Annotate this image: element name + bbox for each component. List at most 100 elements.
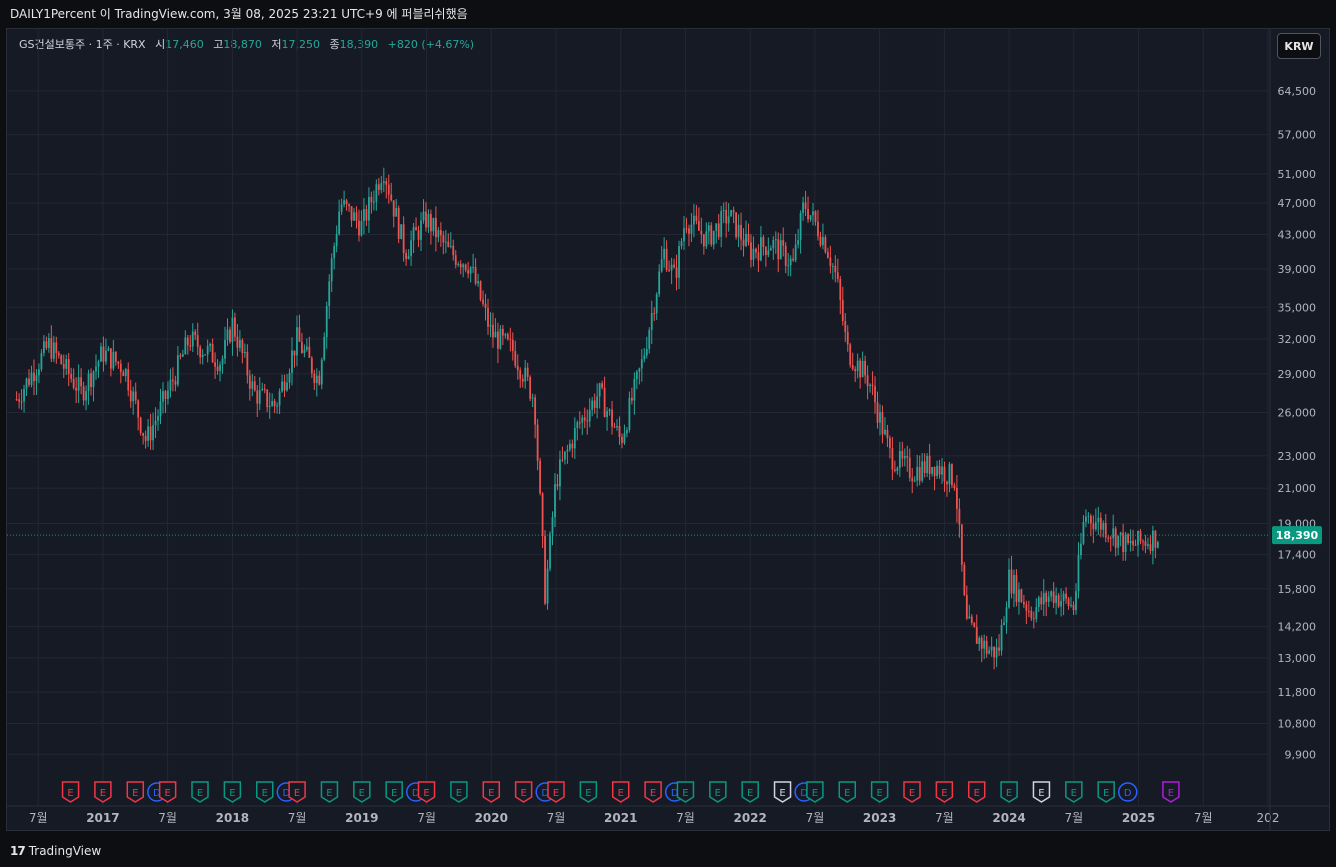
candle-body <box>851 364 854 370</box>
candle-body <box>129 390 132 402</box>
candle-body <box>817 221 819 237</box>
candle-body <box>606 411 608 418</box>
earnings-marker-icon: E <box>611 781 630 803</box>
candle-body <box>142 433 145 436</box>
candle-body <box>965 595 968 619</box>
candle-body <box>1075 591 1077 611</box>
candle-body <box>256 390 259 404</box>
y-tick-label: 14,200 <box>1278 621 1317 634</box>
candle-body <box>430 213 432 232</box>
candle-body <box>330 258 333 282</box>
candle-body <box>1035 607 1038 619</box>
candle-body <box>325 306 328 338</box>
y-tick-label: 57,000 <box>1278 129 1317 142</box>
candle-body <box>596 396 599 408</box>
candle-body <box>792 258 795 261</box>
candle-body <box>559 459 561 487</box>
candle-body <box>25 378 28 389</box>
candle-body <box>760 237 762 261</box>
candle-body <box>1149 544 1152 551</box>
candle-body <box>998 647 1000 651</box>
candle-body <box>52 342 55 359</box>
candle-body <box>1062 593 1065 601</box>
candle-body <box>124 369 127 377</box>
marker-shape <box>450 781 468 803</box>
candle-body <box>529 376 532 399</box>
candle-body <box>598 383 601 397</box>
x-tick-label: 7월 <box>417 811 436 825</box>
candle-body <box>804 202 807 209</box>
x-tick-label: 202 <box>1257 811 1280 825</box>
candle-body <box>797 240 800 245</box>
candle-body <box>489 324 492 327</box>
candle-body <box>772 239 775 249</box>
candle-body <box>358 220 360 236</box>
marker-letter: E <box>650 788 656 799</box>
candle-body <box>1085 516 1087 523</box>
candle-body <box>310 357 313 374</box>
candle-body <box>881 411 884 435</box>
candle-body <box>221 358 224 365</box>
candle-body <box>298 327 301 342</box>
marker-letter: E <box>197 788 203 799</box>
candle-body <box>1067 598 1070 606</box>
earnings-marker-icon: E <box>288 781 306 803</box>
candle-body <box>951 464 953 486</box>
earnings-marker-icon: E <box>417 781 436 803</box>
candle-body <box>722 209 725 212</box>
symbol-name: GS건설보통주 · 1주 · KRX <box>19 38 146 51</box>
candle-body <box>65 359 68 369</box>
candle-body <box>695 215 698 222</box>
candlestick-chart[interactable]: 64,500 57,000 51,000 47,000 43,000 39,000 35,0… <box>0 0 1336 838</box>
candle-body <box>427 213 430 228</box>
candle-body <box>928 455 931 474</box>
earnings-marker-icon: E <box>806 781 824 803</box>
marker-letter: E <box>974 788 980 799</box>
marker-shape <box>773 781 792 803</box>
chart-frame[interactable]: GS건설보통주 · 1주 · KRX 시17,460 고18,870 저17,2… <box>6 28 1330 831</box>
candle-body <box>1142 541 1144 543</box>
candle-body <box>1087 515 1090 517</box>
x-tick-label: 7월 <box>288 811 307 825</box>
candle-body <box>415 227 417 231</box>
marker-shape <box>482 781 501 803</box>
candle-body <box>70 374 73 379</box>
marker-shape <box>158 781 177 803</box>
candle-body <box>365 209 368 221</box>
currency-button[interactable]: KRW <box>1277 33 1321 59</box>
candle-body <box>60 355 63 365</box>
candle-body <box>454 255 457 265</box>
candle-body <box>1127 534 1129 544</box>
candle-body <box>1107 537 1110 539</box>
candle-body <box>1109 537 1112 539</box>
candle-body <box>72 378 75 388</box>
candle-body <box>536 424 539 461</box>
candle-body <box>402 224 405 253</box>
candle-body <box>410 240 412 256</box>
earnings-marker-icon: E <box>385 781 403 803</box>
candle-body <box>231 317 234 342</box>
candle-body <box>112 351 115 369</box>
candle-body <box>1122 532 1125 553</box>
candle-body <box>1097 517 1100 523</box>
earnings-marker-icon: E <box>547 781 565 803</box>
candle-body <box>363 209 365 221</box>
candle-body <box>742 239 745 246</box>
candle-body <box>526 367 529 377</box>
candle-body <box>1042 592 1045 605</box>
candle-body <box>18 399 20 402</box>
candle-body <box>747 233 750 243</box>
candle-body <box>1156 542 1159 548</box>
candle-body <box>849 344 852 365</box>
marker-shape <box>1118 782 1138 802</box>
y-tick-label: 51,000 <box>1278 168 1317 181</box>
candle-body <box>467 270 470 274</box>
candle-body <box>958 508 961 525</box>
candle-body <box>308 346 311 358</box>
earnings-marker-icon: E <box>935 781 954 803</box>
candle-body <box>541 493 544 537</box>
tradingview-logo[interactable]: 17 TradingView <box>10 844 101 858</box>
candle-body <box>757 252 760 261</box>
candle-body <box>1094 522 1097 530</box>
candle-body <box>114 351 117 362</box>
